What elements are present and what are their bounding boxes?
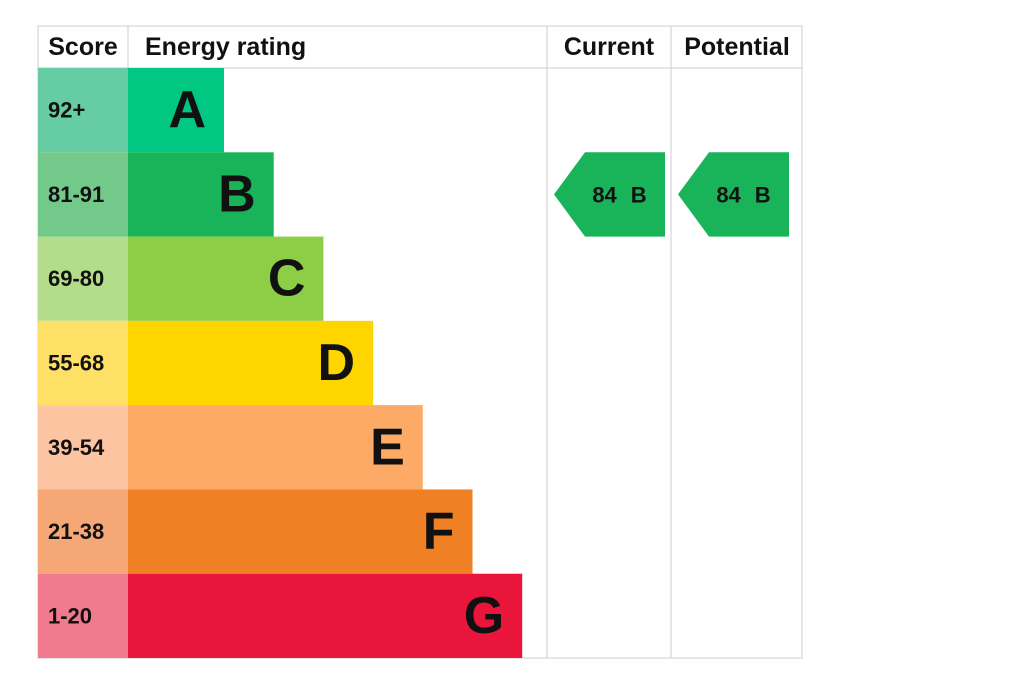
rating-letter: B <box>218 165 256 223</box>
rating-letter: C <box>268 250 306 308</box>
rating-letter: F <box>423 503 455 561</box>
rating-bar <box>128 405 423 490</box>
rating-letter: D <box>318 334 356 392</box>
score-cell <box>38 320 128 406</box>
potential-label: 84 B <box>716 182 770 207</box>
score-label: 39-54 <box>48 435 105 460</box>
rating-letter: A <box>168 81 206 139</box>
current-label: 84 B <box>592 182 646 207</box>
score-cell <box>38 68 128 153</box>
header-score: Score <box>48 33 118 61</box>
rating-bar <box>128 320 374 406</box>
rating-bar <box>128 152 274 237</box>
rating-bar <box>128 489 473 574</box>
score-label: 69-80 <box>48 266 104 291</box>
potential-score: 84 <box>716 182 741 207</box>
score-cell <box>38 489 128 574</box>
header-potential: Potential <box>684 33 790 61</box>
potential-arrow <box>678 152 789 237</box>
score-label: 21-38 <box>48 519 104 544</box>
score-label: 92+ <box>48 98 85 123</box>
potential-letter: B <box>755 182 771 207</box>
rating-bar <box>128 236 324 321</box>
score-cell <box>38 405 128 490</box>
header-rating: Energy rating <box>145 33 306 61</box>
score-cell <box>38 152 128 237</box>
current-letter: B <box>631 182 647 207</box>
current-arrow <box>554 152 665 237</box>
rating-letter: G <box>464 587 504 645</box>
score-cell <box>38 236 128 321</box>
current-score: 84 <box>592 182 617 207</box>
rating-letter: E <box>370 418 405 476</box>
rating-bar <box>128 573 523 658</box>
score-label: 1-20 <box>48 603 92 628</box>
header-current: Current <box>564 33 655 61</box>
rating-bar <box>128 68 224 153</box>
score-cell <box>38 573 128 658</box>
score-label: 55-68 <box>48 351 104 376</box>
score-label: 81-91 <box>48 182 104 207</box>
